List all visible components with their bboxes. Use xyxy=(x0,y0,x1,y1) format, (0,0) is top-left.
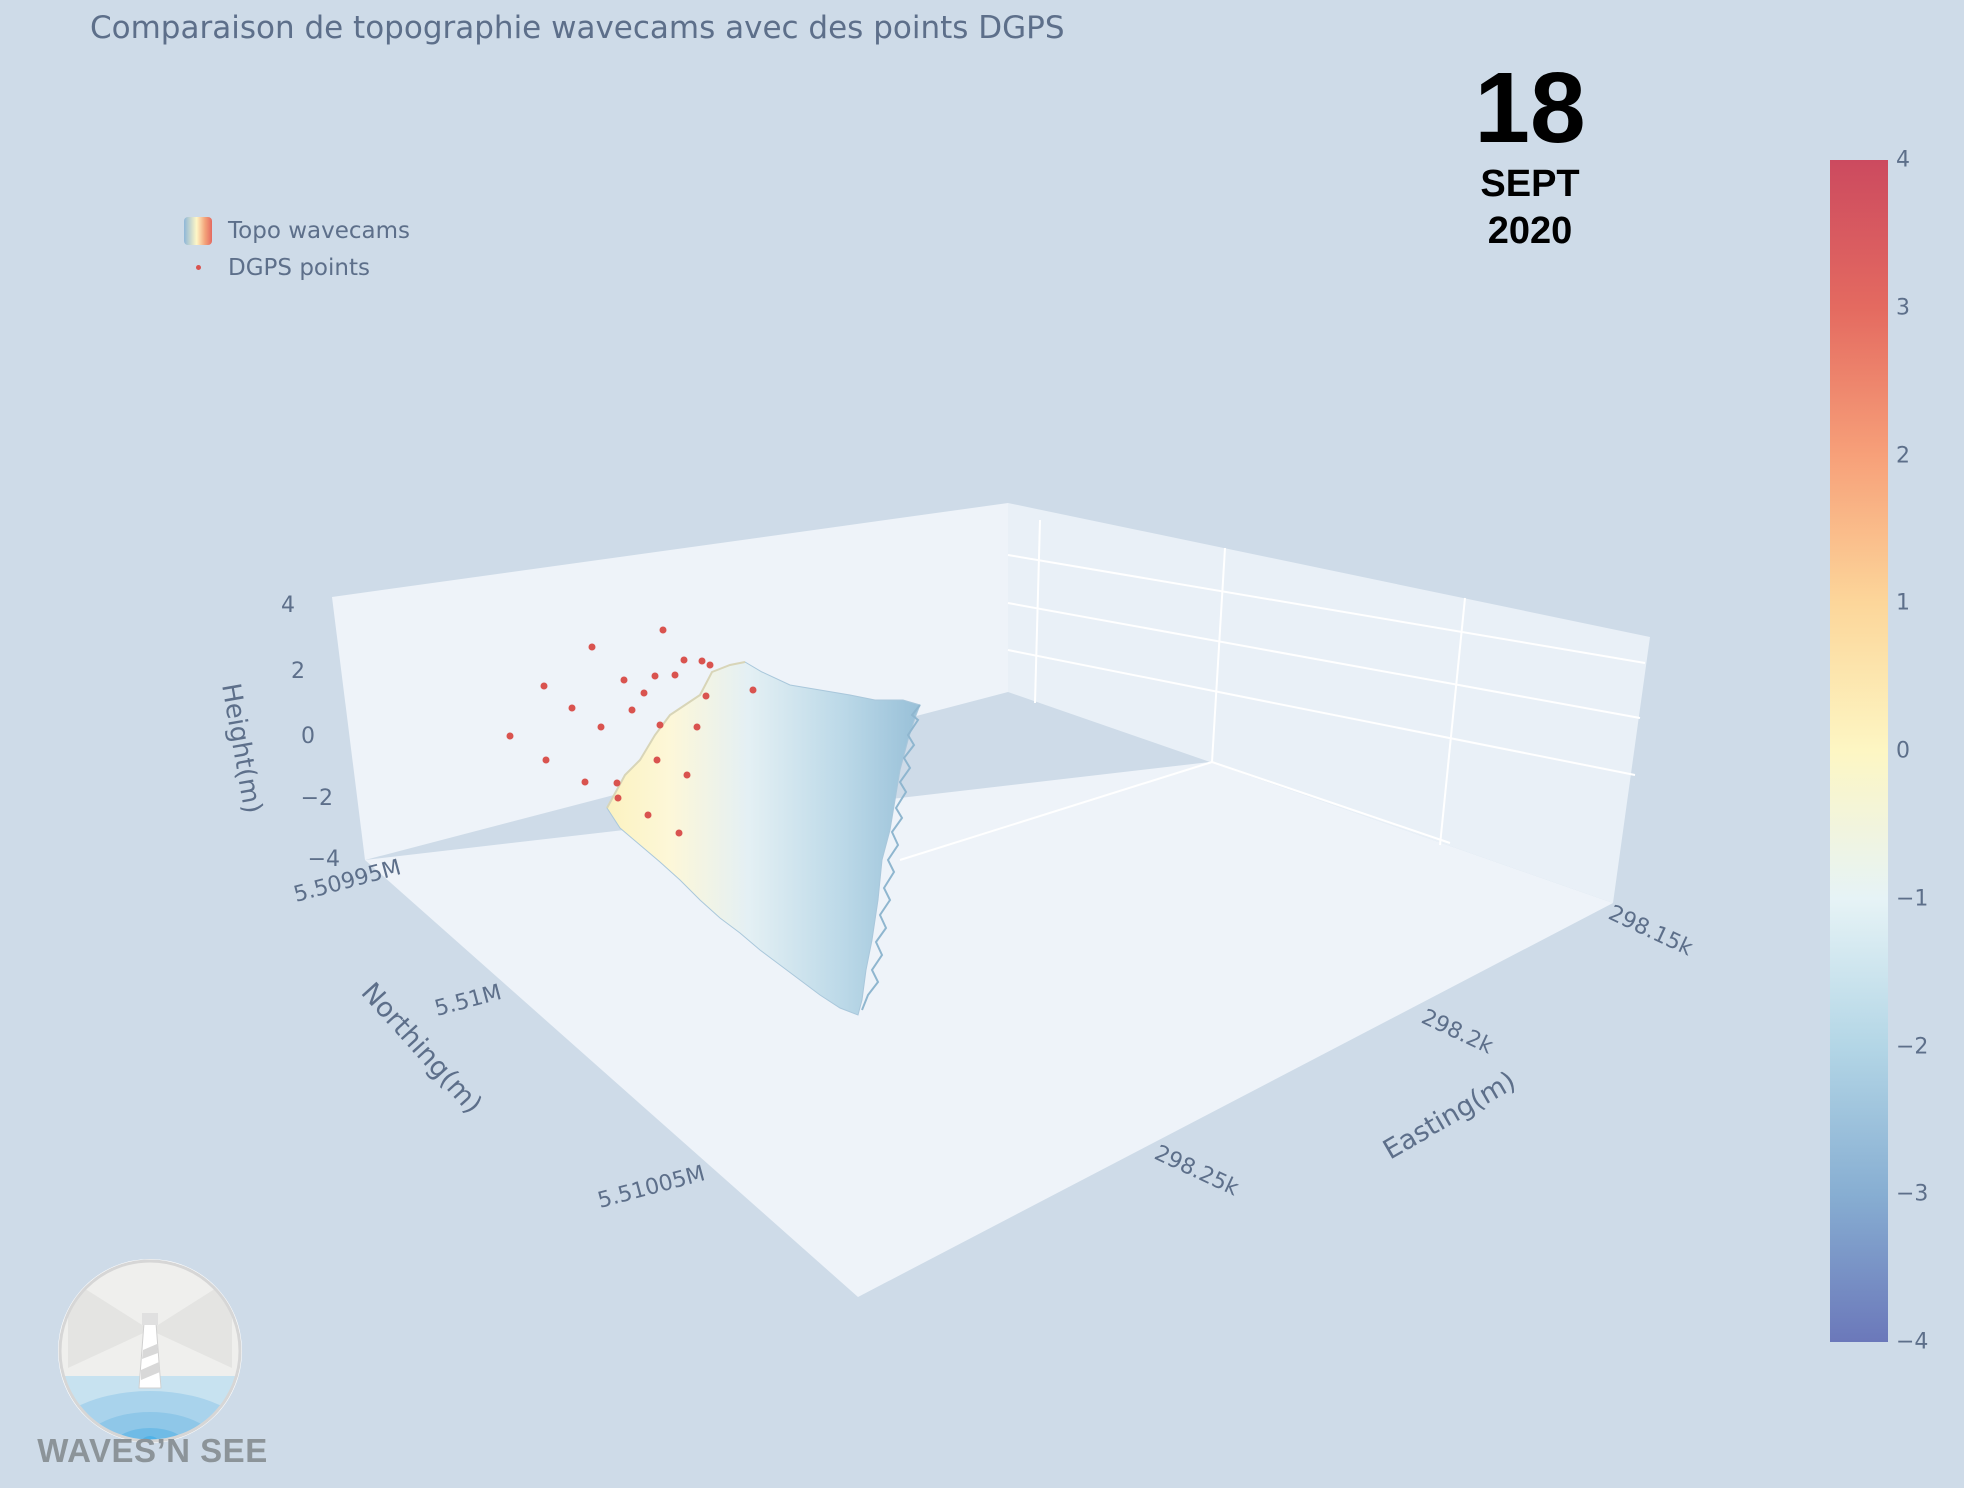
dgps-point xyxy=(628,706,636,714)
dgps-point xyxy=(640,689,648,697)
dgps-point xyxy=(656,721,664,729)
date-day: 18 xyxy=(1474,52,1586,164)
x-axis-label: Easting(m) xyxy=(1378,1066,1521,1167)
dgps-point xyxy=(506,732,514,740)
dgps-point xyxy=(620,676,628,684)
x-tick: 298.2k xyxy=(1417,1005,1496,1060)
legend[interactable]: Topo wavecams DGPS points xyxy=(168,212,410,286)
colorbar-tick: −1 xyxy=(1896,886,1929,912)
date-year: 2020 xyxy=(1487,210,1573,252)
dgps-point xyxy=(542,756,550,764)
dgps-point xyxy=(693,723,701,731)
grid-lines xyxy=(899,519,1646,861)
colorbar-tick: −4 xyxy=(1896,1329,1929,1355)
legend-item-dgps[interactable]: DGPS points xyxy=(168,249,410,286)
dgps-point xyxy=(698,657,706,665)
date-month: SEPT xyxy=(1480,163,1580,205)
z-tick: −4 xyxy=(308,847,340,872)
legend-item-topo[interactable]: Topo wavecams xyxy=(168,212,410,249)
y-tick: 5.51005M xyxy=(595,1161,708,1214)
z-tick: −2 xyxy=(301,786,333,811)
dgps-point xyxy=(613,779,621,787)
y-tick: 5.51M xyxy=(432,980,504,1022)
brand-name: WAVES’N SEE xyxy=(37,1432,268,1469)
legend-label-topo: Topo wavecams xyxy=(228,217,410,244)
dgps-point xyxy=(568,704,576,712)
dgps-point xyxy=(749,686,757,694)
dgps-point xyxy=(702,692,710,700)
dgps-point xyxy=(680,656,688,664)
dgps-points xyxy=(506,626,757,837)
x-tick: 298.25k xyxy=(1150,1141,1242,1202)
wall-right xyxy=(1008,503,1650,903)
surface-swatch-icon xyxy=(168,216,228,245)
dgps-point xyxy=(644,811,652,819)
date-badge: 18 SEPT 2020 xyxy=(1440,55,1620,255)
point-swatch-icon xyxy=(168,265,228,270)
dgps-point xyxy=(540,682,548,690)
colorbar-tick: −2 xyxy=(1896,1034,1929,1059)
waves-n-see-logo-icon xyxy=(58,1259,242,1443)
z-axis-ticks: 4 2 0 −2 −4 xyxy=(281,593,340,872)
colorbar-tick: 3 xyxy=(1896,295,1910,321)
colorbar-tick: 0 xyxy=(1896,738,1910,764)
dgps-point xyxy=(588,643,596,651)
dgps-point xyxy=(651,672,659,680)
topo-surface xyxy=(606,661,921,1016)
z-tick: 0 xyxy=(301,724,315,749)
dgps-point xyxy=(659,626,667,634)
z-tick: 2 xyxy=(291,659,305,684)
colorbar-tick: 2 xyxy=(1896,443,1910,468)
chart-title: Comparaison de topographie wavecams avec… xyxy=(90,10,1065,46)
colorbar-tick: 4 xyxy=(1896,147,1910,173)
z-tick: 4 xyxy=(281,593,295,618)
colorbar-tick: 1 xyxy=(1896,590,1910,616)
dgps-point xyxy=(653,756,661,764)
dgps-point xyxy=(671,671,679,679)
floor-plane xyxy=(365,762,1613,1297)
legend-label-dgps: DGPS points xyxy=(228,254,370,281)
dgps-point xyxy=(581,778,589,786)
colorbar xyxy=(1830,160,1888,1342)
x-tick: 298.15k xyxy=(1604,901,1696,962)
dgps-point xyxy=(675,829,683,837)
colorbar-tick: −3 xyxy=(1896,1181,1929,1207)
dgps-point xyxy=(683,771,691,779)
dgps-point xyxy=(614,794,622,802)
z-axis-label: Height(m) xyxy=(215,681,267,816)
dgps-point xyxy=(597,723,605,731)
wall-left xyxy=(332,503,1008,860)
dgps-point xyxy=(706,661,714,669)
